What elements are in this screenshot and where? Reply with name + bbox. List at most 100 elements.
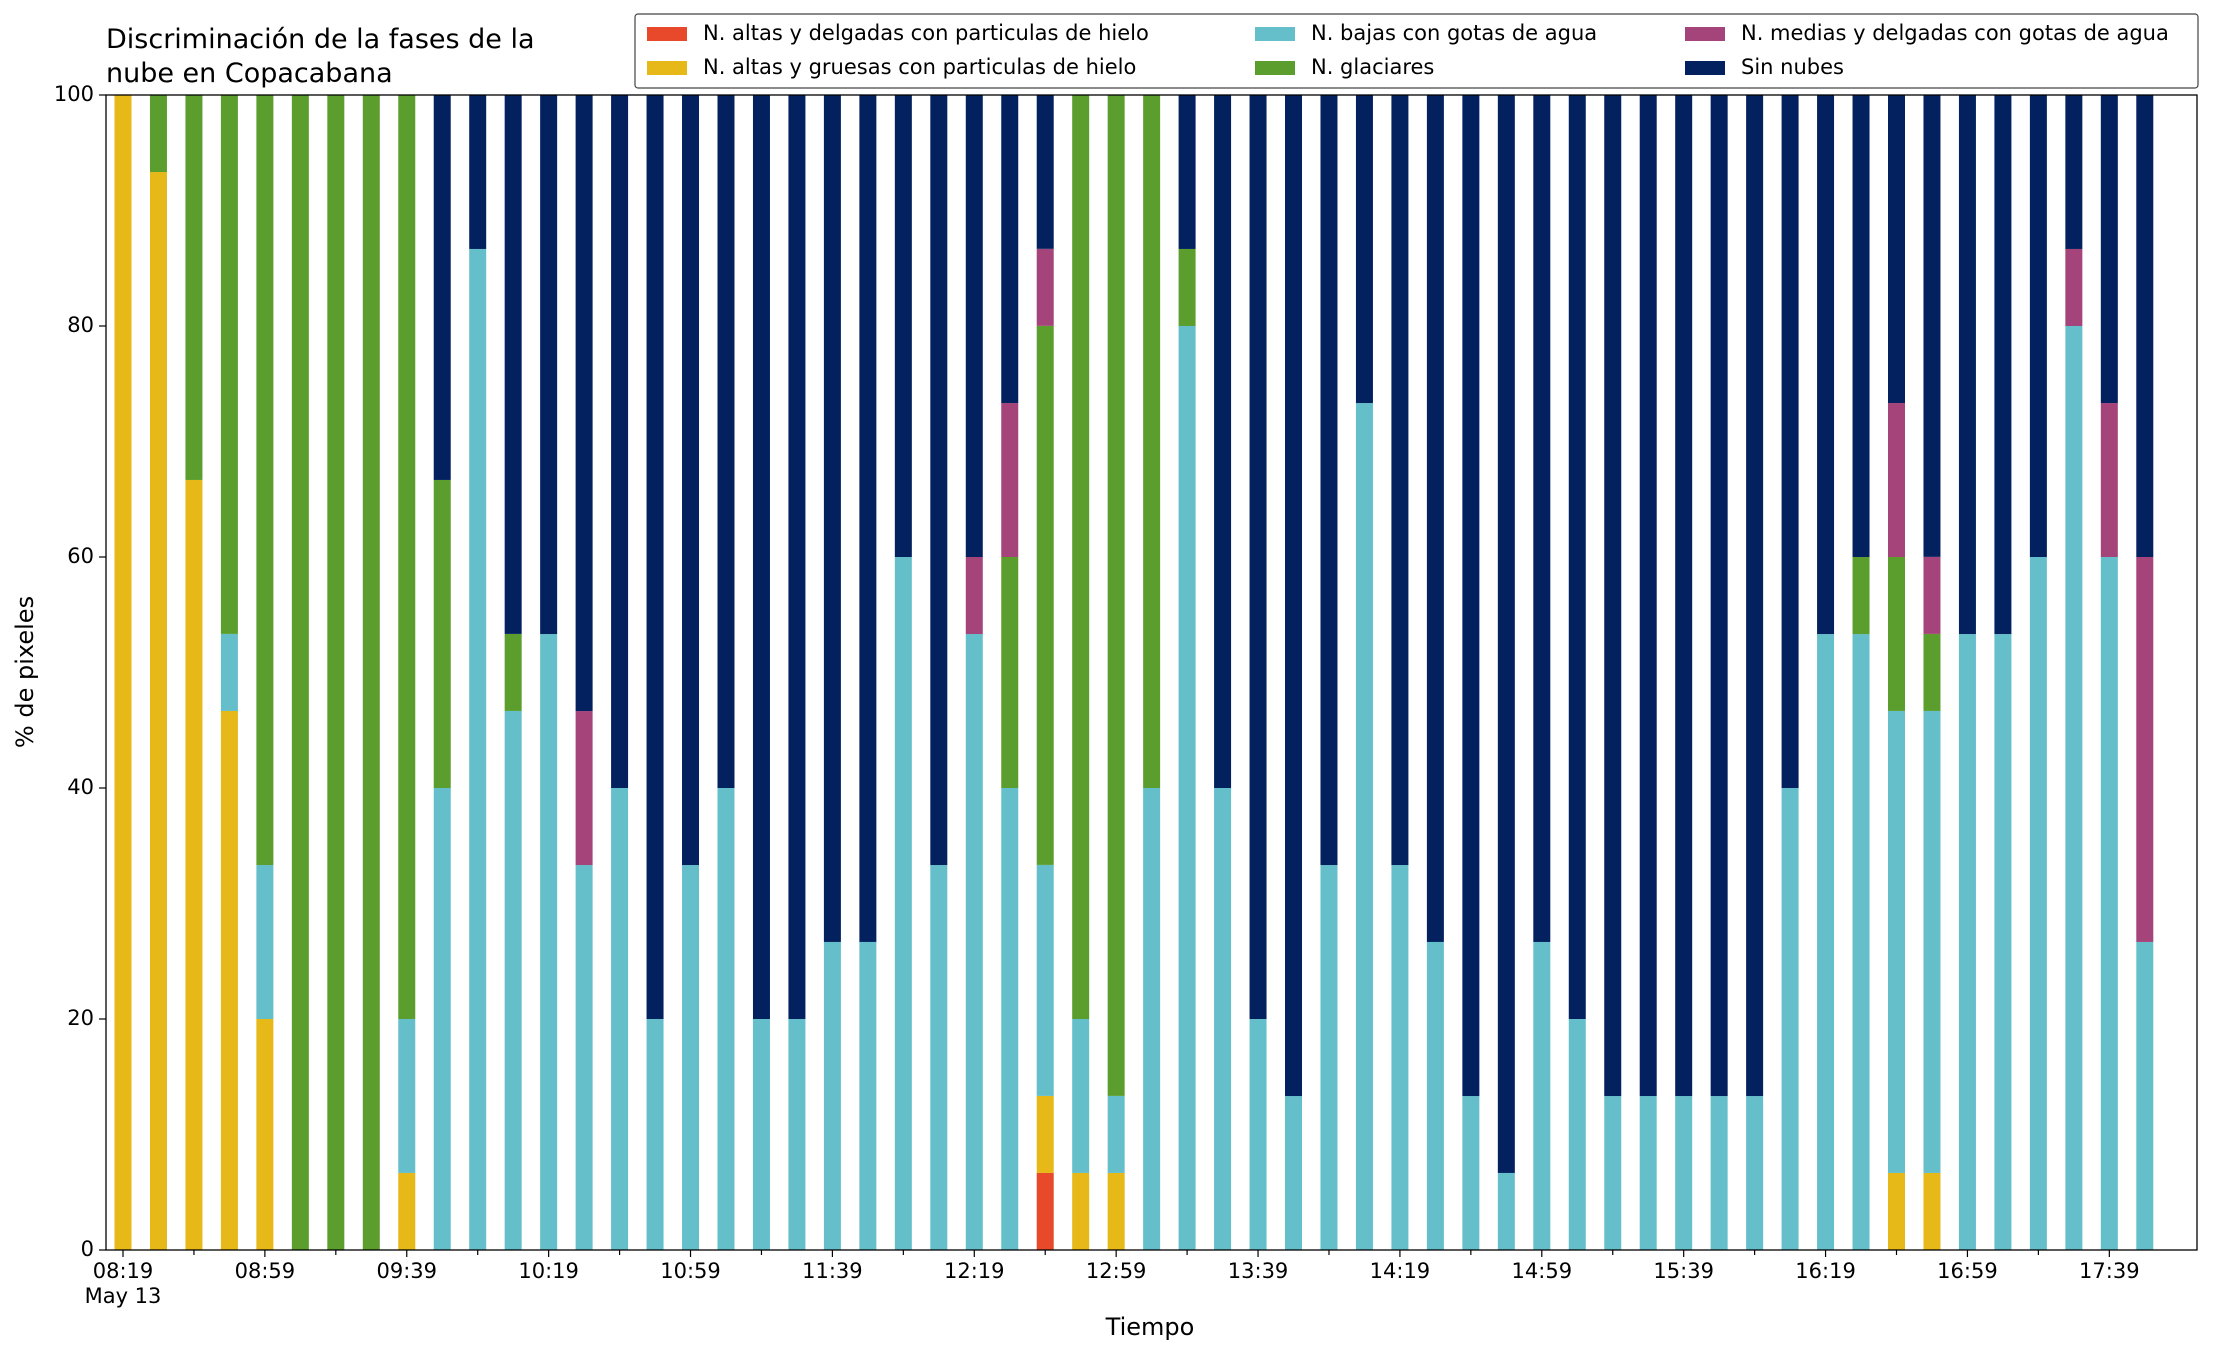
legend-label: N. altas y delgadas con particulas de hi…: [703, 21, 1149, 45]
legend-swatch: [1685, 61, 1725, 75]
x-axis-label: Tiempo: [1105, 1313, 1195, 1341]
bar-segment: [1533, 941, 1551, 1250]
bar-segment: [1675, 95, 1693, 1097]
x-tick-label: 12:59: [1086, 1259, 1147, 1283]
bar-segment: [2029, 95, 2047, 557]
bar-segment: [1675, 1096, 1693, 1250]
bar-segment: [1958, 634, 1976, 1250]
bar-segment: [575, 95, 593, 712]
y-tick-label: 60: [67, 544, 94, 568]
legend-swatch: [647, 27, 687, 41]
bar-segment: [291, 95, 309, 1250]
bar-segment: [2100, 95, 2118, 404]
bar-segment: [327, 95, 345, 1250]
bar-segment: [894, 95, 912, 557]
x-tick-label: 12:19: [944, 1259, 1005, 1283]
x-tick-label: 09:39: [376, 1259, 437, 1283]
x-tick-label: 16:19: [1795, 1259, 1856, 1283]
x-tick-label: 08:59: [235, 1259, 296, 1283]
bar-segment: [1355, 95, 1373, 404]
bar-segment: [1604, 95, 1622, 1097]
bar-segment: [1604, 1096, 1622, 1250]
bar-segment: [149, 172, 167, 1251]
x-tick-label: 17:39: [2079, 1259, 2140, 1283]
bar-segment: [469, 95, 487, 249]
bar-segment: [1355, 403, 1373, 1250]
x-tick-label: 16:59: [1937, 1259, 1998, 1283]
bar-segment: [1568, 1019, 1586, 1250]
bar-segment: [1781, 95, 1799, 788]
bar-segment: [1320, 865, 1338, 1250]
bar-segment: [1746, 95, 1764, 1097]
bar-segment: [1107, 94, 1125, 1096]
bar-segment: [788, 1019, 806, 1250]
bar-segment: [1178, 326, 1196, 1250]
bar-segment: [504, 710, 522, 1250]
chart-title: Discriminación de la fases de la nube en …: [106, 24, 535, 89]
bar-segment: [1923, 710, 1941, 1173]
bar-segment: [1036, 94, 1054, 249]
x-tick-label: 14:19: [1370, 1259, 1431, 1283]
bar-segment: [1888, 710, 1905, 1173]
x-tick-label: 10:19: [518, 1259, 579, 1283]
bar-segment: [682, 865, 700, 1250]
bar-segment: [256, 1019, 274, 1250]
bar-segment: [1568, 95, 1586, 1019]
bar-segment: [398, 95, 416, 1019]
bar-segment: [1426, 95, 1444, 942]
bar-segment: [1639, 95, 1657, 1097]
bar-segment: [1852, 557, 1870, 635]
bar-segment: [1107, 1172, 1125, 1250]
bar-segment: [185, 479, 203, 1250]
legend-label: N. medias y delgadas con gotas de agua: [1741, 21, 2169, 45]
bar-segment: [1958, 95, 1976, 635]
bar-segment: [1178, 95, 1196, 249]
bar-segment: [433, 788, 451, 1250]
y-tick-label: 100: [54, 82, 94, 106]
bar-segment: [752, 95, 770, 1019]
bar-segment: [611, 95, 629, 788]
bar-segment: [965, 634, 983, 1250]
bar-segment: [859, 95, 877, 942]
bar-segment: [1036, 1172, 1054, 1250]
bar-segment: [1462, 95, 1480, 1097]
bar-segment: [2100, 403, 2118, 557]
bar-segment: [646, 95, 664, 1019]
bar-segment: [1888, 557, 1905, 711]
bar-segment: [930, 95, 948, 866]
bar-segment: [1888, 1172, 1905, 1250]
bar-segment: [1285, 1096, 1303, 1250]
bar-segment: [1781, 788, 1799, 1250]
x-date-label: May 13: [85, 1284, 162, 1308]
bar-segment: [1639, 1096, 1657, 1250]
bar-segment: [1320, 95, 1338, 866]
bar-segment: [1533, 95, 1551, 942]
bar-segment: [1072, 1172, 1090, 1250]
bar-segment: [185, 95, 203, 480]
bar-segment: [682, 95, 700, 866]
bar-segment: [1285, 95, 1303, 1097]
bar-segment: [469, 248, 487, 1251]
bar-segment: [859, 941, 877, 1250]
bar-segment: [362, 95, 380, 1250]
y-tick-label: 20: [67, 1006, 94, 1030]
bar-segment: [2029, 557, 2047, 1250]
bar-segment: [1036, 248, 1054, 326]
bar-segment: [256, 865, 274, 1019]
bar-segment: [1923, 556, 1941, 634]
bar-segment: [1214, 95, 1232, 788]
y-tick-label: 40: [67, 775, 94, 799]
x-tick-label: 13:39: [1228, 1259, 1289, 1283]
legend-label: N. altas y gruesas con particulas de hie…: [703, 55, 1136, 79]
x-tick-label: 14:59: [1512, 1259, 1573, 1283]
bar-segment: [220, 94, 238, 634]
bar-segment: [1249, 95, 1267, 1019]
bar-segment: [1710, 1096, 1728, 1250]
legend-label: Sin nubes: [1741, 55, 1844, 79]
bar-segment: [1923, 94, 1941, 557]
bar-segment: [1817, 634, 1835, 1250]
bar-segment: [1391, 865, 1409, 1250]
bar-segment: [1994, 634, 2012, 1250]
bar-segment: [2065, 95, 2083, 249]
